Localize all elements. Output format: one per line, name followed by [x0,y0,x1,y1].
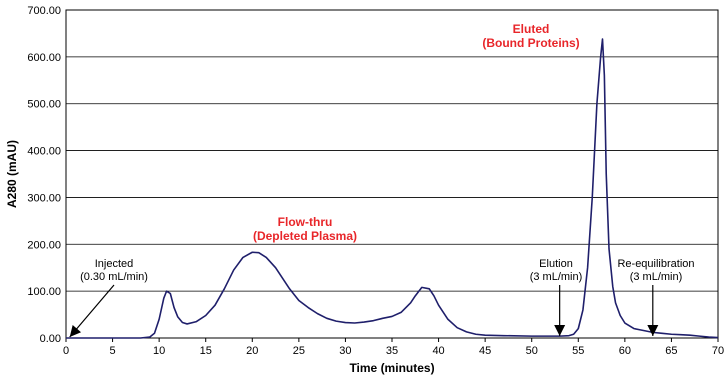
annotation-bound-proteins: (Bound Proteins) [482,36,579,50]
annotation-eluted: Eluted [513,22,550,36]
x-tick-label: 70 [712,345,724,357]
annotation-depleted-plasma: (Depleted Plasma) [253,229,357,243]
x-tick-label: 15 [200,345,212,357]
elution-arrow-icon [554,285,566,336]
re-equilibration-arrow-icon [647,285,659,336]
annotation-re-equilibration: Re-equilibration [617,258,694,270]
x-tick-labels: 0 5 10 15 20 25 30 35 40 45 50 55 60 65 70 [63,345,724,357]
x-tick-label: 50 [526,345,538,357]
y-tick-label: 700.00 [27,5,61,17]
y-tick-label: 600.00 [27,52,61,64]
y-tick-label: 100.00 [27,286,61,298]
absorbance-series-line [66,38,719,339]
annotation-re-equilibration-rate: (3 mL/min) [630,271,683,283]
y-tick-label: 400.00 [27,146,61,158]
y-tick-label: 0.00 [40,333,61,345]
injected-arrow-icon [69,284,115,338]
x-tick-label: 10 [153,345,165,357]
x-tick-label: 65 [665,345,677,357]
grid-lines [66,9,718,339]
y-tick-label: 300.00 [27,192,61,204]
x-tick-label: 60 [619,345,631,357]
x-tick-label: 25 [293,345,305,357]
x-axis-title: Time (minutes) [349,361,434,375]
x-tick-label: 0 [63,345,69,357]
y-axis-title: A280 (mAU) [5,140,19,208]
x-tick-label: 30 [339,345,351,357]
x-tick-label: 5 [110,345,116,357]
x-tick-label: 20 [246,345,258,357]
plot-frame [65,9,719,339]
annotation-injected-rate: (0.30 mL/min) [80,271,148,283]
arrows [69,284,659,338]
x-tick-marks [65,338,719,342]
x-tick-label: 35 [386,345,398,357]
x-tick-label: 45 [479,345,491,357]
x-tick-label: 40 [432,345,444,357]
y-tick-label: 500.00 [27,99,61,111]
annotation-injected: Injected [95,258,134,270]
annotation-flow-thru: Flow-thru [278,215,333,229]
y-tick-label: 200.00 [27,239,61,251]
x-tick-label: 55 [572,345,584,357]
annotation-elution-rate: (3 mL/min) [530,271,583,283]
y-tick-labels: 0.00 100.00 200.00 300.00 400.00 500.00 600.00… [27,5,61,345]
annotation-elution: Elution [539,258,573,270]
